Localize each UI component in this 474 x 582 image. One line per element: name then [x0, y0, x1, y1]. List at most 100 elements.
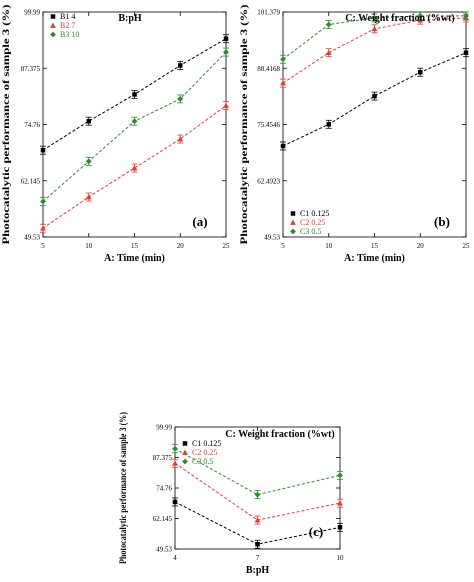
series-line-3	[174, 448, 341, 496]
data-point	[172, 460, 178, 466]
data-point	[132, 92, 137, 97]
legend-entry: B2 7	[60, 21, 75, 30]
y-tick-label: 62.4923	[257, 177, 280, 185]
x-tick-label: 4	[173, 554, 177, 562]
x-tick-label: 15	[371, 242, 379, 250]
legend-marker	[182, 458, 188, 465]
x-tick-label: 5	[281, 242, 285, 250]
data-point	[337, 500, 343, 506]
series-line-1	[282, 52, 467, 147]
chart-panel-a: 49.53 62.145 74.76 87.375 99.99 5 10 15 20 25 B1 4…	[1, 4, 230, 264]
x-tick-label: 10	[325, 242, 333, 250]
panel-label: (a)	[192, 214, 207, 229]
series-line-3	[42, 51, 227, 202]
data-point	[131, 165, 138, 171]
y-tick-label: 49.53	[24, 234, 40, 242]
data-point	[463, 50, 469, 55]
plot-frame	[282, 11, 467, 238]
legend-entry: C1 0.125	[300, 209, 329, 218]
data-point	[40, 225, 46, 231]
y-axis-label: Photocatalytic performance of sample 3 (…	[118, 412, 129, 564]
x-tick-label: 10	[337, 554, 345, 562]
x-tick-label: 10	[85, 242, 93, 250]
data-point	[255, 541, 260, 547]
panel-label: (b)	[434, 214, 450, 229]
data-point	[337, 472, 343, 479]
data-point	[254, 517, 261, 523]
x-tick-label: 7	[256, 554, 260, 562]
x-tick-label: 25	[463, 242, 471, 250]
y-tick-label: 62.145	[153, 515, 173, 523]
legend-entry: C2 0.25	[192, 448, 217, 457]
x-tick-label: 25	[223, 242, 231, 250]
data-point	[254, 491, 261, 498]
data-point	[325, 49, 332, 56]
legend-marker	[50, 14, 56, 19]
y-tick-label: 74.76	[156, 485, 172, 493]
legend-marker	[182, 449, 188, 455]
data-point	[172, 499, 178, 505]
legend-marker	[290, 219, 296, 225]
y-tick-label: 87.375	[21, 65, 41, 73]
data-point	[326, 122, 331, 127]
data-point	[223, 49, 229, 56]
data-point	[86, 118, 91, 124]
legend-marker	[290, 228, 296, 235]
data-point	[280, 80, 286, 86]
legend-marker	[50, 22, 56, 28]
factor-title: C: Weight fraction (%wt)	[225, 429, 335, 440]
x-tick-label: 20	[417, 242, 425, 250]
data-point	[223, 36, 229, 41]
data-point	[223, 102, 229, 108]
data-point	[40, 198, 46, 205]
data-point	[131, 118, 138, 125]
legend-entry: B3 10	[60, 30, 79, 39]
y-tick-label: 99.99	[156, 424, 172, 432]
y-tick-label: 49.53	[264, 234, 280, 242]
x-axis-label: A: Time (min)	[104, 253, 165, 264]
data-point	[177, 95, 184, 102]
data-point	[85, 158, 92, 165]
y-tick-label: 87.375	[153, 454, 173, 462]
data-point	[280, 56, 286, 63]
y-tick-label: 88.4168	[257, 65, 280, 73]
x-axis-label: A: Time (min)	[344, 253, 405, 264]
x-tick-label: 15	[131, 242, 139, 250]
legend-marker	[50, 31, 56, 38]
chart-panel-b: 49.53 62.4923 75.4546 88.4168 101.379 5 10 15 20…	[239, 5, 470, 265]
data-point	[418, 69, 423, 75]
data-point	[371, 25, 378, 32]
x-tick-label: 20	[177, 242, 185, 250]
data-point	[417, 12, 424, 19]
legend-marker	[182, 441, 188, 446]
y-tick-label: 74.76	[24, 121, 40, 129]
data-point	[337, 525, 343, 530]
series-line-2	[42, 105, 227, 229]
y-axis-label: Photocatalytic performance of sample 3 (…	[1, 4, 12, 244]
legend-entry: C2 0.25	[300, 218, 325, 227]
legend-entry: B1 4	[60, 12, 75, 21]
y-tick-label: 75.4546	[257, 121, 280, 129]
data-point	[178, 63, 183, 68]
x-axis-label: B:pH	[246, 565, 270, 576]
data-point	[372, 93, 377, 99]
y-tick-label: 99.99	[24, 9, 40, 17]
legend-entry: C1 0.125	[192, 439, 221, 448]
data-point	[371, 15, 378, 21]
factor-title: C: Weight fraction (%wt)	[345, 13, 455, 24]
y-tick-label: 62.145	[21, 177, 41, 185]
data-point	[280, 143, 286, 149]
panel-label: (c)	[309, 524, 323, 539]
y-axis-label: Photocatalytic performance of sample 3 (…	[239, 5, 250, 245]
data-point	[40, 147, 46, 153]
y-tick-label: 49.53	[156, 546, 172, 554]
legend-entry: C3 0.5	[192, 457, 213, 466]
legend-entry: C3 0.5	[300, 227, 321, 236]
data-point	[177, 136, 184, 142]
data-point	[172, 445, 178, 452]
factor-title: B:pH	[118, 13, 142, 24]
y-tick-label: 101.379	[257, 9, 280, 17]
